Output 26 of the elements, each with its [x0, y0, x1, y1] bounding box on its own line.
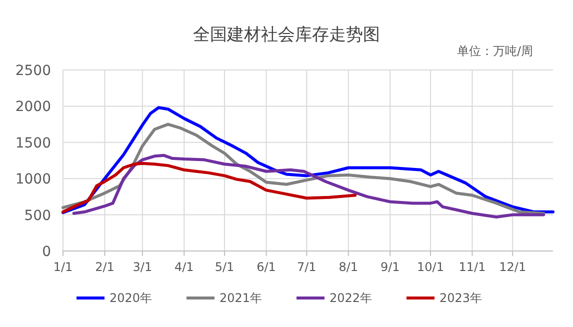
x-tick-label: 8/1 — [338, 260, 358, 274]
x-tick-label: 10/1 — [417, 260, 444, 274]
x-tick-label: 7/1 — [297, 260, 316, 274]
y-tick-label: 1000 — [15, 172, 51, 188]
x-tick-label: 5/1 — [214, 260, 234, 274]
x-tick-label: 1/1 — [53, 260, 73, 274]
x-tick-label: 12/1 — [499, 260, 526, 274]
x-tick-label: 6/1 — [256, 260, 276, 274]
x-tick-label: 2/1 — [95, 260, 114, 274]
y-tick-label: 2500 — [15, 63, 51, 79]
chart-title: 全国建材社会库存走势图 — [193, 25, 380, 45]
legend-label: 2023年 — [440, 291, 482, 305]
line-series — [62, 162, 357, 214]
x-tick-label: 4/1 — [174, 260, 194, 274]
line-series — [72, 154, 546, 218]
text: 单位：万吨/周 — [456, 44, 533, 58]
y-tick-label: 2000 — [15, 99, 51, 116]
legend-label: 2020年 — [110, 291, 152, 305]
x-tick-label: 9/1 — [380, 260, 400, 274]
legend-label: 2021年 — [220, 291, 262, 305]
legend-label: 2022年 — [330, 291, 372, 305]
x-tick-label: 3/1 — [132, 260, 152, 274]
y-tick-label: 1500 — [15, 135, 51, 152]
y-tick-label: 0 — [42, 244, 51, 260]
y-tick-label: 500 — [24, 208, 51, 224]
x-tick-label: 11/1 — [458, 260, 486, 274]
